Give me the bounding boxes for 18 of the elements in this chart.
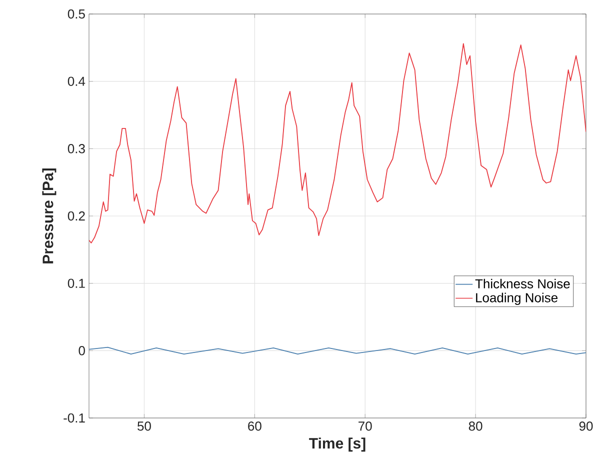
x-tick-label: 80 [468, 422, 482, 431]
line-series [89, 346, 586, 354]
y-tick-label: 0.1 [68, 278, 85, 288]
y-tick-label: 0 [78, 346, 85, 356]
y-tick-label: 0.3 [68, 144, 85, 154]
y-tick-label: 0.5 [68, 9, 85, 19]
x-axis-title: Time [s] [309, 438, 366, 452]
y-tick-label: -0.1 [64, 413, 85, 423]
legend-label: Thickness Noise [475, 278, 570, 288]
x-tick-label: 90 [579, 422, 593, 431]
x-tick-label: 70 [358, 422, 372, 431]
x-tick-label: 60 [248, 422, 262, 431]
y-tick-label: 0.2 [68, 211, 85, 221]
legend-label: Loading Noise [476, 292, 558, 305]
y-axis-title: Pressure [Pa] [42, 168, 56, 264]
line-series [89, 43, 586, 244]
x-tick-label: 50 [138, 422, 151, 431]
y-tick-label: 0.4 [68, 76, 86, 86]
